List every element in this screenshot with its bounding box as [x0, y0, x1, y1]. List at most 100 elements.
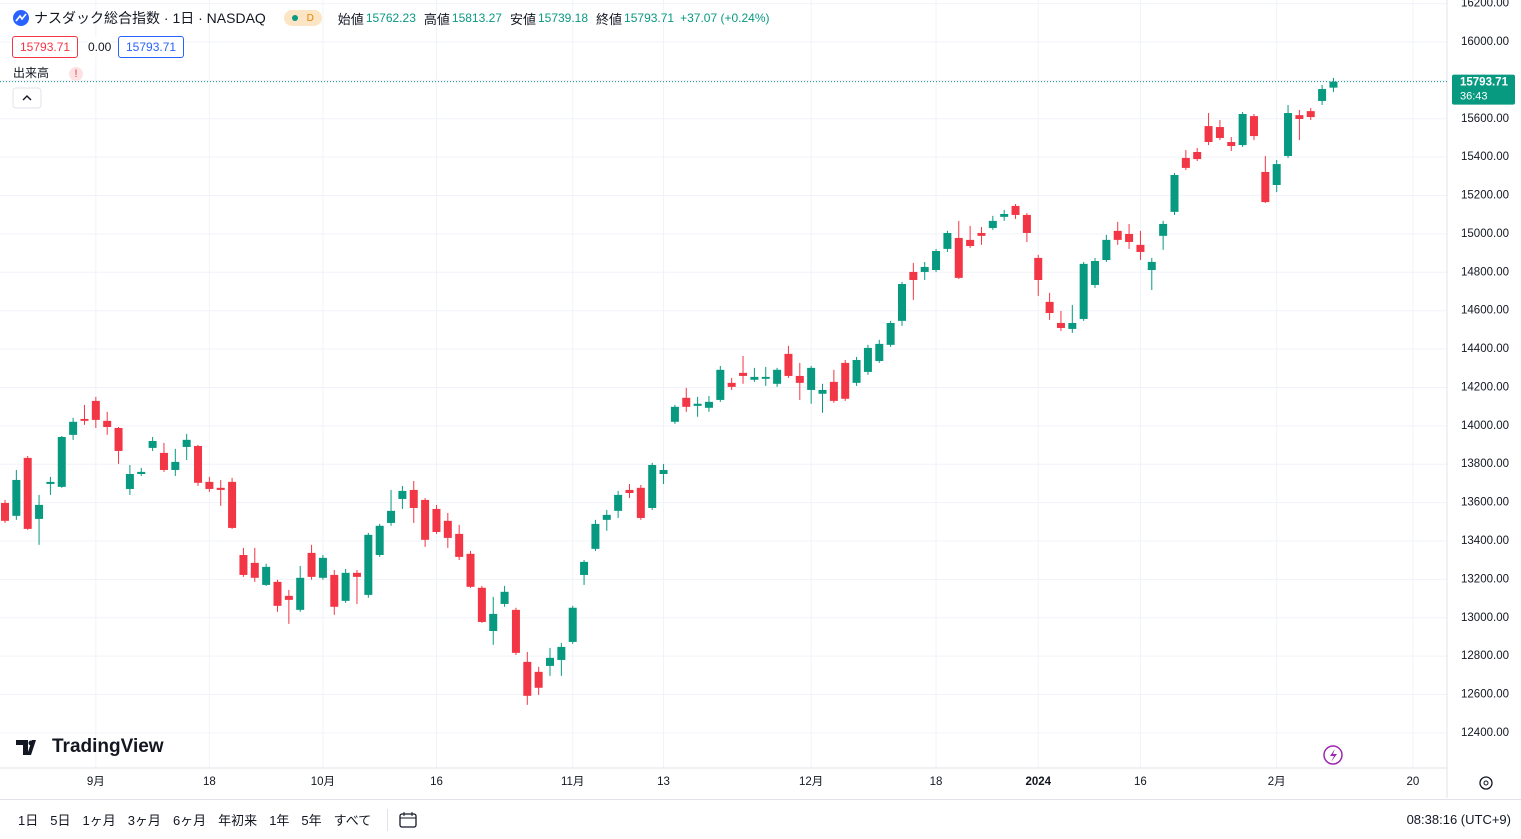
candle-body: [614, 494, 623, 511]
candle-body: [1125, 233, 1134, 242]
candle-body: [375, 525, 384, 555]
candle-body: [182, 439, 191, 447]
candle-body: [625, 489, 634, 494]
candle-body: [352, 572, 361, 577]
candle-body: [250, 562, 259, 578]
y-tick-label: 13200.00: [1461, 573, 1509, 585]
y-tick-label: 13800.00: [1461, 458, 1509, 470]
calendar-icon[interactable]: [398, 810, 418, 830]
ohlc-label: 高値: [423, 11, 450, 27]
candle-body: [761, 376, 770, 379]
candle-body: [409, 489, 418, 508]
candle-body: [602, 514, 611, 520]
symbol-title: ナスダック総合指数 · 1日 · NASDAQ: [34, 10, 266, 26]
candle-body: [988, 220, 997, 228]
candle-body: [852, 360, 861, 383]
legend-header: ナスダック総合指数 · 1日 · NASDAQ D 始値 15762.23 高値 1…: [34, 8, 770, 28]
candle-body: [954, 237, 963, 278]
y-tick-label: 13400.00: [1461, 535, 1509, 547]
candle-body: [1034, 257, 1043, 280]
candle-body: [466, 553, 475, 587]
candle-body: [500, 591, 509, 604]
candle-body: [739, 372, 748, 376]
range-button[interactable]: 3ヶ月: [127, 813, 161, 828]
interval-pill[interactable]: D: [283, 10, 322, 26]
x-tick-label: 20: [1407, 776, 1420, 788]
settings-icon[interactable]: [1479, 776, 1493, 790]
candle-body: [841, 362, 850, 399]
candle-body: [46, 481, 55, 484]
countdown-label: 36:43: [1460, 91, 1488, 103]
collapse-button[interactable]: [12, 87, 42, 109]
buy-price[interactable]: 15793.71: [118, 36, 185, 58]
candle-body: [489, 613, 498, 631]
candle-body: [636, 487, 645, 518]
bottom-toolbar: 1日 5日 1ヶ月 3ヶ月 6ヶ月 年初来 1年 5年 すべて 08:38:16 (UTC+9): [0, 799, 1521, 839]
candle-body: [341, 572, 350, 601]
candle-body: [795, 375, 804, 383]
candle-body: [977, 232, 986, 236]
lightning-icon[interactable]: [1323, 745, 1343, 765]
y-tick-label: 12600.00: [1461, 689, 1509, 701]
candle-body: [91, 400, 100, 420]
last-price-label: 15793.71: [1460, 77, 1509, 89]
ohlc-value: 15762.23: [365, 11, 416, 25]
candle-body: [534, 671, 543, 688]
y-tick-label: 15000.00: [1461, 228, 1509, 240]
volume-label: 出来高: [13, 65, 49, 80]
range-button[interactable]: 6ヶ月: [172, 813, 207, 828]
candle-body: [205, 481, 214, 489]
candle-body: [239, 554, 248, 575]
candle-body: [171, 461, 180, 470]
candle-body: [262, 566, 271, 585]
candle-body: [137, 471, 146, 475]
range-buttons: 1日 5日 1ヶ月 3ヶ月 6ヶ月 年初来 1年 5年 すべて: [12, 810, 377, 829]
candle-body: [523, 661, 532, 696]
ohlc-label: 終値: [596, 11, 623, 27]
clock[interactable]: 08:38:16 (UTC+9): [1406, 812, 1511, 827]
candle-body: [330, 574, 339, 607]
candle-body: [716, 369, 725, 400]
candle-body: [966, 239, 975, 247]
ohlc-value: 15813.27: [451, 11, 502, 25]
range-button[interactable]: すべて: [333, 813, 372, 828]
candle-body: [1068, 322, 1077, 329]
candle-body: [35, 504, 44, 519]
range-button[interactable]: 1ヶ月: [82, 813, 116, 828]
candle-body: [80, 418, 89, 421]
candle-body: [807, 367, 816, 390]
candle-body: [818, 389, 827, 394]
y-tick-label: 14600.00: [1461, 305, 1509, 317]
candle-body: [1056, 322, 1065, 328]
symbol-icon-line: [15, 13, 27, 22]
logo-text: TradingView: [52, 736, 164, 757]
y-tick-label: 15600.00: [1461, 113, 1509, 125]
sell-price[interactable]: 15793.71: [12, 36, 79, 58]
candle-body: [114, 427, 123, 451]
candle-body: [704, 401, 713, 408]
candle-body: [103, 420, 112, 427]
candle-body: [284, 595, 293, 600]
candle-body: [591, 523, 600, 549]
candle-body: [773, 369, 782, 384]
warning-icon[interactable]: [69, 67, 83, 81]
candle-body: [296, 577, 305, 610]
candle-body: [659, 469, 668, 475]
candle-body: [1091, 260, 1100, 285]
x-tick-label: 12月: [799, 776, 823, 788]
range-button[interactable]: 5年: [301, 813, 322, 828]
candle-body: [511, 609, 520, 653]
candle-body: [1272, 164, 1281, 185]
range-button[interactable]: 年初来: [218, 813, 258, 828]
candle-body: [159, 452, 168, 470]
separator: [387, 808, 389, 831]
candle-body: [909, 271, 918, 280]
candle-body: [1000, 213, 1009, 217]
candle-body: [1011, 205, 1020, 215]
candle-body: [750, 376, 759, 380]
range-button[interactable]: 1日: [18, 813, 39, 828]
candle-body: [318, 557, 327, 578]
range-button[interactable]: 1年: [269, 813, 290, 828]
range-button[interactable]: 5日: [50, 813, 71, 828]
y-tick-label: 12400.00: [1461, 727, 1509, 739]
